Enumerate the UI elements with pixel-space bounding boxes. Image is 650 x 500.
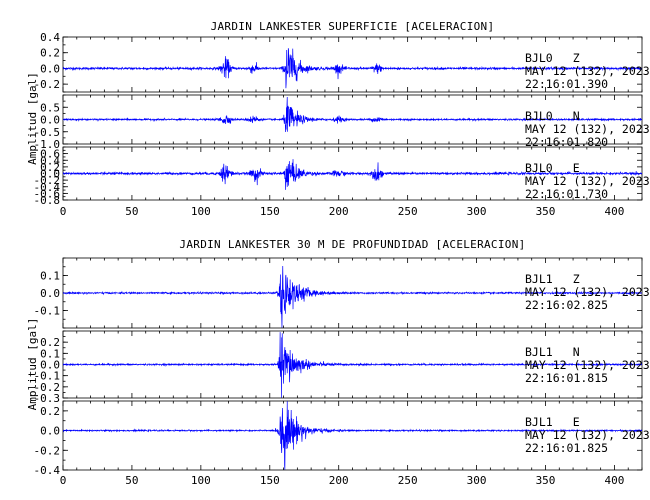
component-code: E (573, 161, 580, 175)
record-date: MAY 12 (132), 2023 (525, 285, 650, 299)
waveform-trace (63, 97, 642, 133)
x-tick-label: 350 (536, 474, 556, 487)
y-tick-label: -0.2 (34, 78, 61, 91)
station-label: BJL1 E (525, 415, 580, 429)
y-tick-label: 0.1 (40, 347, 60, 360)
x-tick-label: 300 (467, 474, 487, 487)
component-code: N (573, 109, 580, 123)
waveform-trace (63, 401, 642, 470)
x-tick-label: 0 (60, 205, 67, 218)
y-tick-label: -0.3 (34, 392, 61, 405)
x-tick-label: 400 (604, 205, 624, 218)
y-tick-label: 0.1 (40, 270, 60, 283)
y-tick-label: -0.4 (34, 464, 61, 477)
x-tick-label: 0 (60, 474, 67, 487)
x-tick-label: 50 (125, 205, 138, 218)
record-time: 22:16:01.815 (525, 371, 608, 385)
y-tick-label: 0.0 (40, 425, 60, 438)
station-code: BJL1 (525, 345, 553, 359)
y-tick-label: -0.2 (34, 381, 61, 394)
record-date: MAY 12 (132), 2023 (525, 358, 650, 372)
y-tick-label: -1.0 (34, 138, 61, 151)
record-time: 22:16:01.390 (525, 77, 608, 91)
record-time: 22:16:01.730 (525, 187, 608, 201)
record-time: 22:16:01.825 (525, 441, 608, 455)
record-date: MAY 12 (132), 2023 (525, 174, 650, 188)
record-time: 22:16:02.825 (525, 298, 608, 312)
record-date: MAY 12 (132), 2023 (525, 64, 650, 78)
waveform-trace (63, 332, 642, 398)
y-tick-label: -0.2 (34, 444, 61, 457)
y-tick-label: 0.0 (40, 62, 60, 75)
component-code: Z (573, 51, 580, 65)
x-tick-label: 350 (536, 205, 556, 218)
y-tick-label: 0.6 (40, 148, 60, 161)
y-tick-label: -0.4 (34, 181, 61, 194)
waveform-trace (63, 266, 642, 328)
x-tick-label: 150 (260, 205, 280, 218)
station-code: BJL0 (525, 161, 553, 175)
station-label: BJL1 N (525, 345, 580, 359)
record-date: MAY 12 (132), 2023 (525, 428, 650, 442)
y-tick-label: 0.0 (40, 168, 60, 181)
x-tick-label: 300 (467, 205, 487, 218)
component-code: Z (573, 272, 580, 286)
x-tick-label: 250 (398, 205, 418, 218)
y-tick-label: -0.6 (34, 187, 61, 200)
y-tick-label: 0.4 (40, 154, 60, 167)
x-tick-label: 250 (398, 474, 418, 487)
x-tick-label: 100 (191, 205, 211, 218)
y-tick-label: 0.5 (40, 101, 60, 114)
y-tick-label: 0.2 (40, 336, 60, 349)
x-tick-label: 100 (191, 474, 211, 487)
y-axis-label: Amplitud [gal] (26, 318, 39, 411)
station-code: BJL1 (525, 415, 553, 429)
y-tick-label: 0.0 (40, 114, 60, 127)
chart-title: JARDIN LANKESTER 30 M DE PROFUNDIDAD [AC… (179, 238, 525, 251)
record-date: MAY 12 (132), 2023 (525, 122, 650, 136)
station-code: BJL1 (525, 272, 553, 286)
record-time: 22:16:01.820 (525, 135, 608, 149)
y-axis-label: Amplitud [gal] (26, 72, 39, 165)
y-tick-label: 0.0 (40, 359, 60, 372)
y-tick-label: -0.1 (34, 370, 61, 383)
x-tick-label: 150 (260, 474, 280, 487)
x-tick-label: 50 (125, 474, 138, 487)
station-label: BJL1 Z (525, 272, 580, 286)
y-tick-label: -0.2 (34, 174, 61, 187)
y-tick-label: 0.2 (40, 405, 60, 418)
y-tick-label: 0.0 (40, 287, 60, 300)
station-label: BJL0 E (525, 161, 580, 175)
station-code: BJL0 (525, 109, 553, 123)
component-code: N (573, 345, 580, 359)
x-tick-label: 400 (604, 474, 624, 487)
x-tick-label: 200 (329, 474, 349, 487)
waveform-trace (63, 159, 642, 190)
component-code: E (573, 415, 580, 429)
y-tick-label: 0.2 (40, 47, 60, 60)
station-code: BJL0 (525, 51, 553, 65)
y-tick-label: 0.4 (40, 31, 60, 44)
station-label: BJL0 N (525, 109, 580, 123)
station-label: BJL0 Z (525, 51, 580, 65)
y-tick-label: -0.5 (34, 126, 61, 139)
y-tick-label: 0.2 (40, 161, 60, 174)
chart-title: JARDIN LANKESTER SUPERFICIE [ACELERACION… (211, 20, 495, 33)
x-tick-label: 200 (329, 205, 349, 218)
y-tick-label: -0.8 (34, 194, 61, 207)
y-tick-label: -0.1 (34, 305, 61, 318)
waveform-trace (63, 48, 642, 89)
